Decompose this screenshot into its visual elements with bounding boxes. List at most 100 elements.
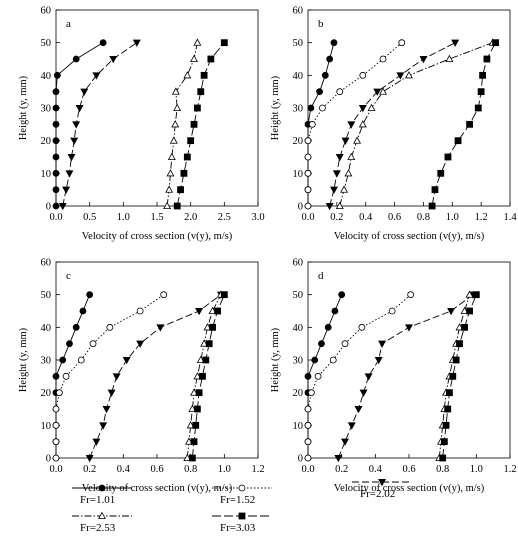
data-point-fr202 — [341, 438, 350, 446]
y-tick-label: 20 — [41, 136, 52, 147]
x-tick-label: 0.4 — [117, 464, 131, 475]
data-point-fr152 — [307, 389, 315, 397]
x-tick-label: 1.4 — [503, 212, 517, 223]
data-point-fr152 — [304, 169, 312, 177]
data-point-fr303 — [431, 186, 439, 194]
series-line-fr152 — [55, 294, 164, 458]
panel-label: c — [66, 270, 71, 282]
y-tick-label: 20 — [293, 136, 304, 147]
data-point-fr152 — [314, 372, 322, 380]
legend-entry-fr303: Fr=3.03 — [212, 512, 272, 534]
data-point-fr101 — [316, 88, 323, 96]
data-point-fr253 — [196, 355, 205, 364]
data-point-fr152 — [304, 438, 312, 446]
data-point-fr202 — [405, 324, 413, 332]
data-point-fr152 — [336, 88, 344, 96]
data-point-fr202 — [156, 324, 165, 332]
series-line-fr101 — [55, 294, 91, 458]
data-point-fr101 — [79, 307, 87, 315]
x-tick-label: 0.2 — [335, 464, 348, 475]
x-tick-label: 0.2 — [83, 464, 96, 475]
data-point-fr303 — [439, 454, 447, 462]
data-point-fr303 — [193, 104, 201, 112]
data-point-fr202 — [364, 373, 373, 381]
data-point-fr253 — [203, 323, 212, 331]
data-point-fr303 — [479, 71, 486, 79]
data-point-fr202 — [58, 202, 67, 211]
data-point-fr253 — [163, 201, 172, 210]
data-point-fr202 — [195, 307, 204, 316]
data-point-fr253 — [200, 339, 209, 347]
panel-label: b — [318, 18, 324, 30]
data-point-fr101 — [53, 71, 61, 79]
y-axis-label: Height (y, mm) — [270, 75, 281, 140]
series-line-fr253 — [186, 294, 222, 459]
series-line-fr303 — [176, 42, 225, 207]
data-point-fr303 — [466, 120, 474, 128]
x-tick-label: 2.0 — [184, 212, 197, 223]
data-point-fr303 — [474, 104, 482, 112]
data-point-fr101 — [52, 202, 60, 210]
data-point-fr152 — [304, 186, 312, 194]
data-point-fr152 — [106, 323, 114, 331]
data-point-fr202 — [132, 39, 141, 47]
data-point-fr253 — [353, 136, 362, 144]
data-point-fr202 — [136, 340, 145, 348]
data-point-fr202 — [122, 356, 131, 365]
data-point-fr202 — [92, 72, 101, 80]
data-point-fr202 — [347, 422, 356, 430]
y-tick-label: 0 — [298, 454, 303, 465]
data-point-fr303 — [205, 340, 213, 348]
data-point-fr101 — [52, 153, 60, 161]
y-tick-label: 30 — [293, 104, 304, 115]
data-point-fr303 — [472, 291, 480, 299]
data-point-fr101 — [52, 169, 60, 177]
data-point-fr152 — [398, 39, 406, 47]
y-tick-label: 10 — [293, 421, 304, 432]
data-point-fr152 — [304, 153, 312, 161]
data-point-fr202 — [396, 72, 405, 80]
data-point-fr101 — [52, 186, 60, 194]
data-point-fr303 — [449, 372, 457, 380]
y-tick-label: 60 — [41, 6, 52, 17]
series-line-fr303 — [442, 294, 477, 459]
data-point-fr101 — [318, 340, 325, 348]
y-axis-label: Height (y, mm) — [18, 75, 29, 140]
data-point-fr303 — [428, 202, 436, 210]
x-tick-label: 1.2 — [475, 212, 488, 223]
data-point-fr303 — [445, 389, 453, 397]
legend-entry-fr101: Fr=1.01 — [72, 484, 132, 506]
data-point-fr253 — [335, 201, 344, 210]
data-point-fr303 — [214, 307, 222, 315]
data-point-fr152 — [304, 137, 312, 145]
series-line-fr101 — [307, 294, 343, 458]
data-point-fr152 — [136, 307, 144, 315]
legend-label: Fr=1.01 — [80, 494, 115, 506]
y-axis-label: Height (y, mm) — [18, 327, 29, 392]
data-point-fr303 — [444, 405, 452, 413]
data-point-fr152 — [52, 405, 60, 413]
x-tick-label: 3.0 — [251, 212, 264, 223]
data-point-fr303 — [461, 323, 468, 331]
legend-entry-fr202: Fr=2.02 — [352, 478, 412, 500]
data-point-fr253 — [347, 152, 356, 161]
data-point-fr303 — [209, 323, 216, 331]
data-point-fr152 — [304, 421, 312, 429]
data-point-fr101 — [324, 323, 332, 331]
panel-b: 0.0 0.2 0.4 0.6 0.8 1.0 1.2 1.4 0 10 20 30 40 50 60 Vel… — [270, 6, 517, 243]
x-tick-label: 0.0 — [49, 212, 62, 223]
y-tick-label: 40 — [41, 71, 52, 82]
data-point-fr152 — [52, 454, 60, 462]
data-point-fr202 — [374, 356, 383, 365]
legend: Fr=1.01 Fr=1.52 Fr=2.02 Fr=2.53 Fr=3.03 — [72, 478, 412, 534]
x-tick-label: 0.0 — [301, 212, 314, 223]
legend-marker — [378, 478, 386, 487]
data-point-fr152 — [379, 55, 387, 63]
data-point-fr202 — [107, 389, 116, 397]
data-point-fr303 — [207, 55, 215, 63]
data-point-fr202 — [419, 56, 428, 64]
x-tick-label: 0.6 — [150, 464, 163, 475]
data-point-fr303 — [220, 39, 228, 47]
data-point-fr253 — [405, 71, 413, 79]
